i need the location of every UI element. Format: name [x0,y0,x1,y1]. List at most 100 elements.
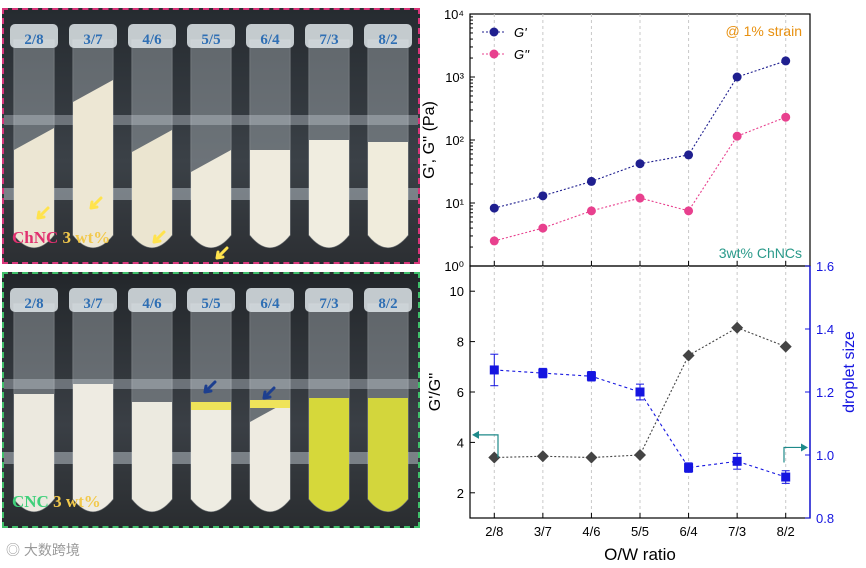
ratio-point [488,451,501,464]
x-tick-label: 6/4 [680,524,698,539]
cnc-material-label: CNC [12,492,49,511]
left-y-tick-label: 2 [457,486,464,501]
left-y-axis-title: G'/G'' [427,373,444,412]
chnc-photo-panel: ChNC 3 wt% 2/8 3/7 4/6 5/5 6/4 7/3 8/2 [2,8,420,264]
top-y-tick-label: 10³ [445,70,464,85]
left-y-tick-label: 10 [450,284,464,299]
cnc-arrow-icon [203,380,217,394]
cnc-tube-content [73,384,113,512]
chnc-tubes-illustration [4,24,418,260]
gdouble-point [732,131,742,141]
top-y-tick-label: 10⁰ [444,259,464,274]
chnc-tube-content [132,130,172,248]
cnc-tube-cap [246,288,294,312]
chnc-tube-content [368,142,408,248]
cnc-tubes-illustration [4,288,418,513]
chnc-rack-top [4,115,418,125]
chnc-tube-cap [305,24,353,48]
gprime-point [538,191,548,201]
gdouble-legend-label: G'' [514,47,530,62]
chnc-arrow-icon [215,246,229,260]
cnc-ratio-label: 4/6 [142,296,162,312]
droplet-point [538,368,548,378]
chnc-tube-content [73,80,113,248]
chnc-ratio-label: 8/2 [378,32,398,48]
gprime-point [635,159,645,169]
cnc-ratio-label: 2/8 [24,296,44,312]
chnc-ratio-label: 5/5 [201,32,221,48]
left-axis-arrow-icon [472,430,479,439]
droplet-point [586,371,596,381]
ratio-point [731,321,744,334]
droplet-point [781,472,791,482]
chnc-tube-cap [128,24,176,48]
chnc-tube-content [250,150,290,248]
gprime-point [732,72,742,82]
chnc-tube-content [191,150,231,248]
cnc-tube-content [132,402,172,512]
cnc-tube-cap [305,288,353,312]
right-axis-arrow [783,446,806,463]
cnc-arrow-icon [262,386,276,400]
top-y-tick-label: 10⁴ [444,7,464,22]
chnc-tube-cap [187,24,235,48]
cnc-tube-cap [10,288,58,312]
chnc-ratio-label: 4/6 [142,32,162,48]
chnc-conc-label: 3 wt% [62,228,111,247]
cnc-ratio-label: 8/2 [378,296,398,312]
cnc-ratio-label: 5/5 [201,296,221,312]
ratio-point [682,349,695,362]
left-y-tick-label: 6 [457,385,464,400]
droplet-point [489,365,499,375]
gdouble-point [489,236,499,246]
cnc-tube-layer [250,400,290,408]
x-tick-label: 5/5 [631,524,649,539]
chnc-tube-content [309,140,349,248]
x-tick-label: 8/2 [777,524,795,539]
cnc-tube-content [309,398,349,512]
cnc-conc-label: 3 wt% [53,492,101,511]
left-axis-arrow [474,434,499,458]
droplet-point [635,387,645,397]
right-y-axis-title: droplet size [841,331,858,413]
left-y-tick-label: 8 [457,335,464,350]
ratio-point [779,340,792,353]
rheology-chart: 10⁰ 10¹ 10² 10³ 10⁴ G', G'' (Pa) G' G'' @ 1% str… [421,7,858,564]
gdouble-point [586,206,596,216]
right-y-tick-label: 1.0 [816,448,834,463]
watermark-logo-icon: ◎ [6,542,20,558]
chnc-tube-cap [10,24,58,48]
x-tick-label: 7/3 [728,524,746,539]
cnc-tube-content [191,402,231,512]
chnc-material-label: ChNC [12,228,59,247]
x-tick-label: 4/6 [582,524,600,539]
strain-annotation: @ 1% strain [726,23,802,39]
droplet-point [732,456,742,466]
x-tick-label: 3/7 [534,524,552,539]
right-y-tick-label: 1.4 [816,322,834,337]
top-y-tick-label: 10¹ [445,196,464,211]
gdouble-point [781,112,791,122]
cnc-tube-content [250,400,290,512]
right-y-tick-label: 1.6 [816,259,834,274]
ratio-point [585,451,598,464]
cnc-tube-cap [187,288,235,312]
chnc-arrow-icon [89,196,103,210]
cnc-tube-content [14,394,54,512]
gprime-legend-marker [489,27,499,37]
droplet-point [684,463,694,473]
ratio-point [634,449,646,461]
chnc-ratio-label: 7/3 [319,32,339,48]
right-y-tick-label: 0.8 [816,511,834,526]
chnc-ratio-label: 2/8 [24,32,44,48]
cnc-photo-panel: CNC 3 wt% 2/8 3/7 4/6 5/5 6/4 7/3 8/2 [2,272,420,528]
cnc-ratio-label: 7/3 [319,296,339,312]
cnc-tube-cap [364,288,412,312]
cnc-ratio-label: 3/7 [83,296,103,312]
gdouble-point [635,193,645,203]
chnc-arrow-icon [36,206,50,220]
chnc-arrow-icon [152,230,166,244]
gprime-point [586,176,596,186]
chnc-tube-cap [69,24,117,48]
gdouble-point [684,206,694,216]
